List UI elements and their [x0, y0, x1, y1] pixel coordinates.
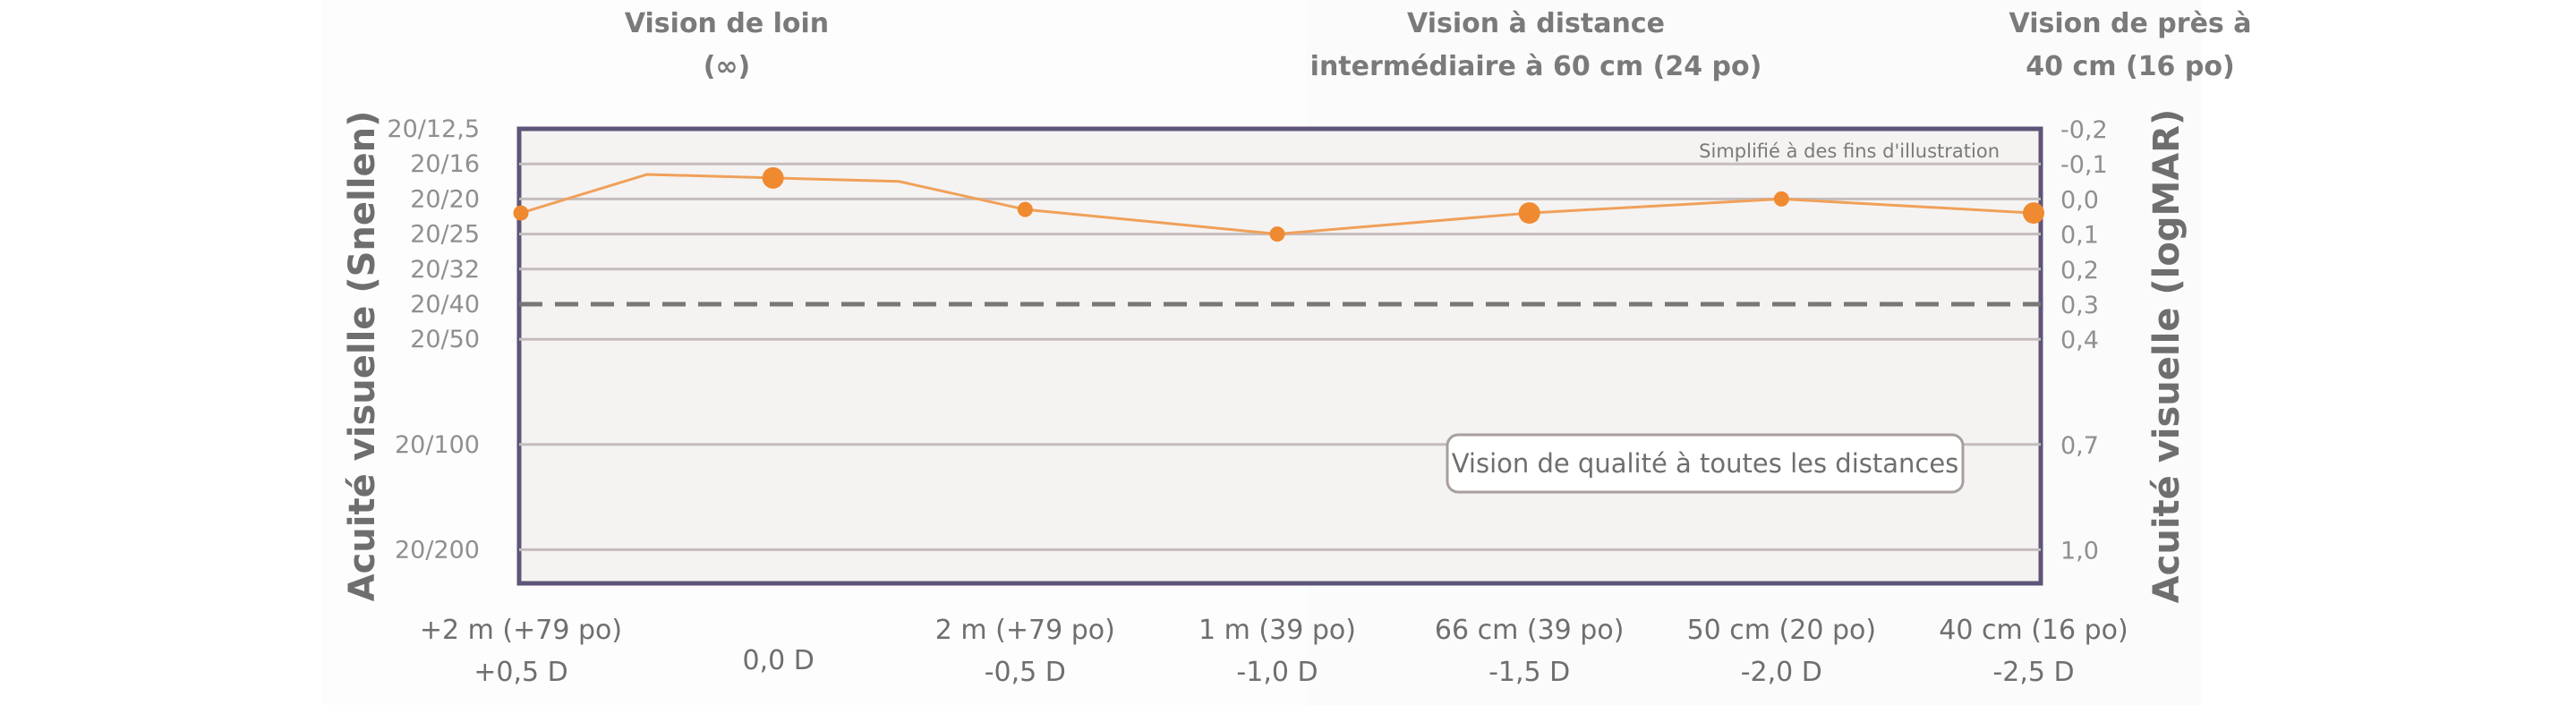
logmar-tick-label: 1,0 [2060, 537, 2099, 565]
x-tick-label: -2,5 D [1992, 657, 2074, 688]
x-tick-label: 2 m (+79 po) [935, 615, 1115, 646]
logmar-tick-label: -0,1 [2060, 151, 2108, 179]
logmar-tick-label: 0,2 [2060, 257, 2099, 285]
snellen-tick-label: 20/12,5 [387, 115, 480, 143]
data-point [1518, 202, 1540, 225]
section-heading: Vision de loin [625, 8, 829, 39]
snellen-tick-label: 20/25 [410, 221, 480, 249]
x-tick-label: -1,0 D [1236, 657, 1318, 688]
x-tick-label: +2 m (+79 po) [420, 615, 622, 646]
data-point [513, 205, 529, 221]
snellen-tick-label: 20/20 [410, 185, 480, 213]
y-axis-title-left: Acuité visuelle (Snellen) [342, 111, 383, 602]
section-heading: Vision à distance [1407, 8, 1665, 39]
data-point [1773, 191, 1789, 207]
section-headings: Vision de loin (∞) Vision à distance interm… [625, 8, 2252, 82]
plot-area [516, 126, 2043, 586]
right-tick-labels: -0,2 -0,1 0,0 0,1 0,2 0,3 0,4 0,7 1,0 [2060, 116, 2108, 565]
callout-text: Vision de qualité à toutes les distances [1452, 448, 1959, 479]
logmar-tick-label: 0,0 [2060, 186, 2099, 214]
x-tick-label: -0,5 D [985, 657, 1066, 688]
x-tick-label: 50 cm (20 po) [1687, 615, 1876, 646]
logmar-tick-label: 0,1 [2060, 222, 2099, 250]
callout-box [1446, 433, 1965, 494]
logmar-tick-label: 0,7 [2060, 432, 2099, 460]
x-tick-label: 40 cm (16 po) [1939, 615, 2128, 646]
snellen-tick-label: 20/16 [410, 150, 480, 178]
x-tick-label: -1,5 D [1488, 657, 1570, 688]
snellen-tick-label: 20/32 [410, 256, 480, 284]
data-point [1269, 226, 1285, 242]
series-group [513, 166, 2044, 242]
snellen-tick-label: 20/50 [410, 326, 480, 353]
section-heading: Vision de près à [2009, 8, 2252, 39]
illustration-note: Simplifié à des fins d'illustration [1699, 140, 2000, 162]
left-tick-labels: 20/12,5 20/16 20/20 20/25 20/32 20/40 20/50 20/… [387, 115, 480, 564]
x-tick-label: -2,0 D [1741, 657, 1822, 688]
data-point [762, 166, 784, 189]
x-tick-label: 1 m (39 po) [1198, 615, 1356, 646]
section-heading: intermédiaire à 60 cm (24 po) [1310, 51, 1762, 82]
x-axis-labels: +2 m (+79 po) +0,5 D 0,0 D 2 m (+79 po) -0,5… [420, 615, 2128, 688]
logmar-tick-label: -0,2 [2060, 116, 2108, 144]
data-point [2023, 202, 2044, 225]
x-tick-label: 66 cm (39 po) [1435, 615, 1624, 646]
x-tick-label: +0,5 D [473, 657, 567, 688]
section-heading: 40 cm (16 po) [2026, 51, 2234, 82]
snellen-tick-label: 20/100 [395, 431, 480, 459]
data-point [1017, 201, 1033, 217]
section-heading: (∞) [704, 51, 750, 82]
y-axis-title-right: Acuité visuelle (logMAR) [2146, 109, 2188, 604]
logmar-tick-label: 0,4 [2060, 327, 2099, 354]
x-tick-label: 0,0 D [742, 645, 814, 676]
snellen-tick-label: 20/40 [410, 291, 480, 319]
snellen-tick-label: 20/200 [395, 536, 480, 564]
logmar-tick-label: 0,3 [2060, 292, 2099, 319]
